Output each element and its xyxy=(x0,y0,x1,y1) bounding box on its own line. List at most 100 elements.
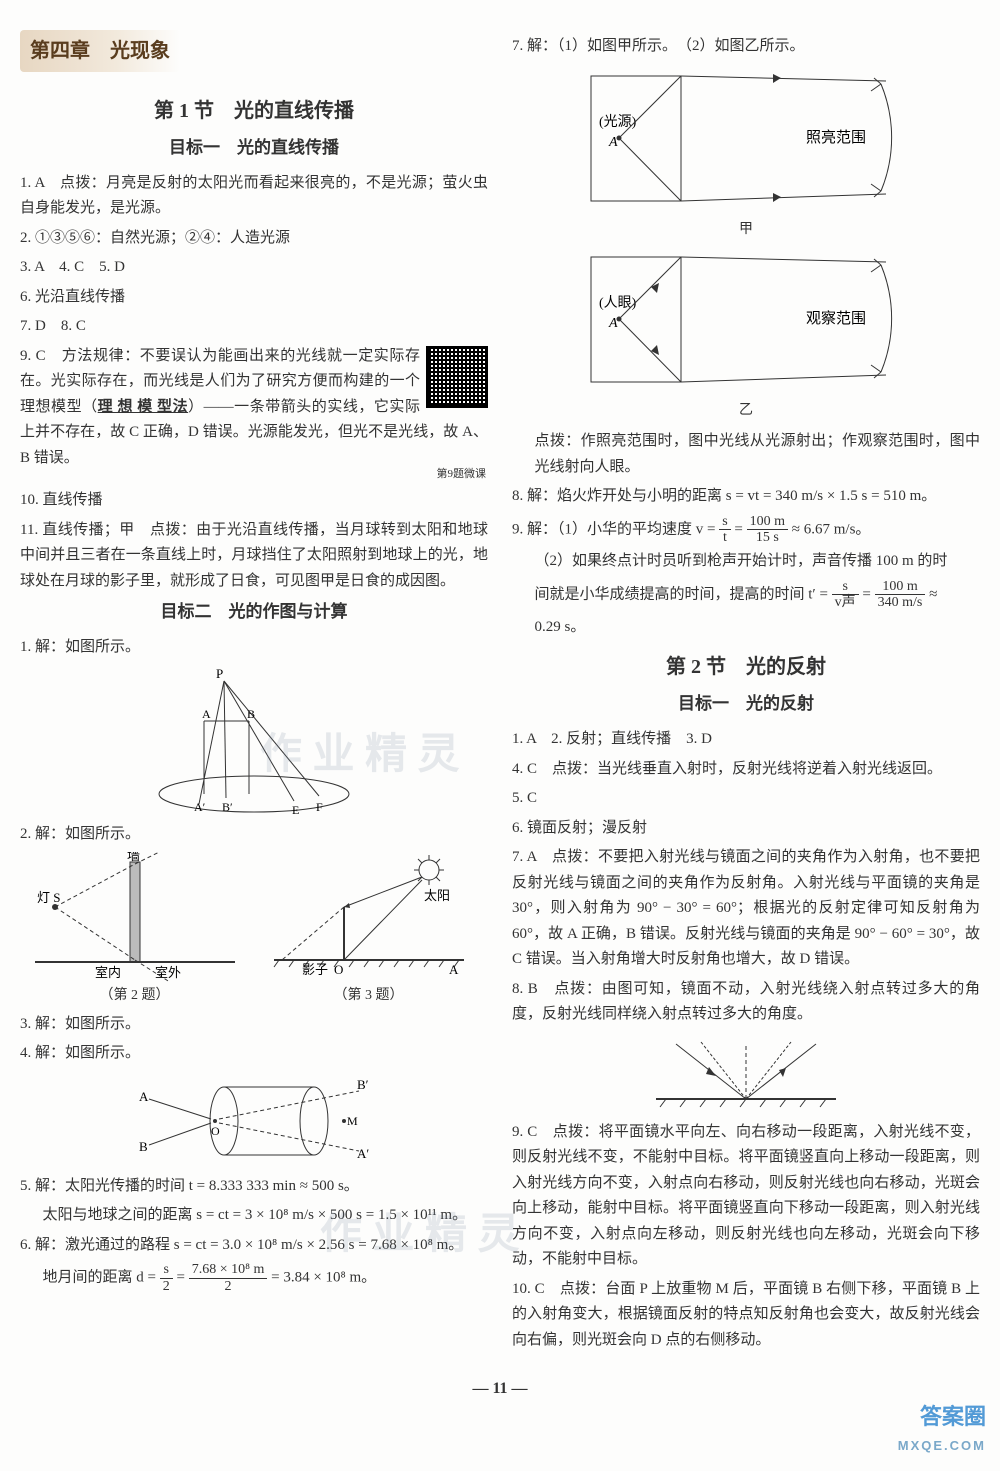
figure-row: 灯 S 墙 室内 室外 （第 2 题） 太阳 xyxy=(20,852,488,1008)
fig-caption: （第 3 题） xyxy=(264,984,474,1008)
answer-item: 间就是小华成绩提高的时间，提高的时间 t′ = sv声 = 100 m340 m… xyxy=(512,579,980,611)
fraction: st xyxy=(719,514,730,546)
figure-g1: P A′ B′ E F A B xyxy=(20,666,488,816)
svg-text:A: A xyxy=(449,962,459,977)
section-title: 第 2 节 光的反射 xyxy=(512,650,980,684)
svg-text:A′: A′ xyxy=(194,800,206,814)
answer-item: 5. 解：太阳光传播的时间 t = 8.333 333 min ≈ 500 s。 xyxy=(20,1174,488,1200)
answer-item: 2. 解：如图所示。 xyxy=(20,822,488,848)
answer-item: 地月间的距离 d = s2 = 7.68 × 10⁸ m2 = 3.84 × 1… xyxy=(20,1262,488,1294)
answer-item: 7. D 8. C xyxy=(20,314,488,340)
left-column: 第四章 光现象 第 1 节 光的直线传播 目标一 光的直线传播 1. A 点拨：… xyxy=(20,30,488,1357)
corner-main: 答案圈 xyxy=(898,1398,986,1435)
svg-text:太阳: 太阳 xyxy=(424,888,450,903)
chapter-title: 第四章 光现象 xyxy=(20,30,180,72)
svg-text:B: B xyxy=(247,707,255,721)
answer-item: 3. 解：如图所示。 xyxy=(20,1012,488,1038)
answer-item: 点拨：作照亮范围时，图中光线从光源射出；作观察范围时，图中光线射向人眼。 xyxy=(512,429,980,480)
svg-text:A: A xyxy=(608,135,618,150)
svg-text:室内: 室内 xyxy=(95,965,121,980)
sub-title: 目标二 光的作图与计算 xyxy=(20,598,488,627)
text: = 3.84 × 10⁸ m。 xyxy=(271,1270,376,1286)
fraction: sv声 xyxy=(832,579,859,611)
text: 理 想 模 型法 xyxy=(98,399,188,415)
answer-item: 1. 解：如图所示。 xyxy=(20,635,488,661)
svg-text:P: P xyxy=(216,666,223,681)
corner-sub: MXQE.COM xyxy=(898,1435,986,1457)
answer-item: 7. 解：（1）如图甲所示。 （2）如图乙所示。 xyxy=(512,34,980,60)
section-title: 第 1 节 光的直线传播 xyxy=(20,94,488,128)
answer-item: 9. C 方法规律：不要误认为能画出来的光线就一定实际存在。光实际存在，而光线是… xyxy=(20,344,488,484)
svg-text:(光源): (光源) xyxy=(599,114,637,130)
figure-7a: (光源) A 照亮范围 甲 xyxy=(512,66,980,242)
page-number: — 11 — xyxy=(20,1375,980,1402)
figure-g4: A B O B′ A′ M xyxy=(20,1073,488,1168)
answer-item: 5. C xyxy=(512,786,980,812)
right-column: 7. 解：（1）如图甲所示。 （2）如图乙所示。 (光源) A 照亮范围 甲 (… xyxy=(512,30,980,1357)
qr-code-icon xyxy=(426,346,488,408)
text: = xyxy=(862,586,874,602)
figure-7b: (人眼) A 观察范围 乙 xyxy=(512,247,980,423)
text: = xyxy=(734,521,746,537)
answer-item: 2. ①③⑤⑥：自然光源；②④：人造光源 xyxy=(20,226,488,252)
svg-text:B: B xyxy=(139,1139,148,1154)
answer-item: 8. 解：焰火炸开处与小明的距离 s = vt = 340 m/s × 1.5 … xyxy=(512,484,980,510)
svg-text:A: A xyxy=(608,316,618,331)
svg-text:M: M xyxy=(347,1114,358,1128)
answer-item: 10. 直线传播 xyxy=(20,488,488,514)
svg-text:墙: 墙 xyxy=(127,852,140,863)
fraction: 100 m340 m/s xyxy=(875,579,926,611)
sub-title: 目标一 光的反射 xyxy=(512,690,980,719)
svg-text:B′: B′ xyxy=(222,800,233,814)
page-columns: 第四章 光现象 第 1 节 光的直线传播 目标一 光的直线传播 1. A 点拨：… xyxy=(20,30,980,1357)
answer-item: 4. C 点拨：当光线垂直入射时，反射光线将逆着入射光线返回。 xyxy=(512,757,980,783)
answer-item: 太阳与地球之间的距离 s = ct = 3 × 10⁸ m/s × 500 s … xyxy=(20,1203,488,1229)
svg-text:灯 S: 灯 S xyxy=(37,890,60,905)
answer-item: 1. A 2. 反射；直线传播 3. D xyxy=(512,727,980,753)
answer-item: 9. C 点拨：将平面镜水平向左、向右移动一段距离，入射光线不变，则反射光线不变… xyxy=(512,1120,980,1273)
svg-text:F: F xyxy=(316,800,323,814)
answer-item: 7. A 点拨：不要把入射光线与镜面之间的夹角作为入射角，也不要把反射光线与镜面… xyxy=(512,845,980,973)
text: ≈ 6.67 m/s。 xyxy=(792,521,871,537)
fraction: 100 m15 s xyxy=(747,514,788,546)
svg-text:E: E xyxy=(292,803,299,816)
answer-item: 4. 解：如图所示。 xyxy=(20,1041,488,1067)
fig-caption: 乙 xyxy=(512,399,980,423)
fig-caption: 甲 xyxy=(512,218,980,242)
answer-item: 8. B 点拨：由图可知，镜面不动，入射光线绕入射点转过多大的角度，反射光线同样… xyxy=(512,977,980,1028)
figure-reflection xyxy=(512,1034,980,1114)
svg-text:室外: 室外 xyxy=(155,965,181,980)
text: ≈ xyxy=(929,586,937,602)
svg-text:O: O xyxy=(334,962,343,977)
text: 间就是小华成绩提高的时间，提高的时间 t′ = xyxy=(535,586,832,602)
svg-text:(人眼): (人眼) xyxy=(599,295,637,311)
answer-item: 10. C 点拨：台面 P 上放重物 M 后，平面镜 B 右侧下移，平面镜 B … xyxy=(512,1277,980,1354)
svg-text:A′: A′ xyxy=(357,1146,369,1161)
answer-item: 6. 镜面反射；漫反射 xyxy=(512,816,980,842)
fig-caption: （第 2 题） xyxy=(35,984,235,1008)
fraction: s2 xyxy=(160,1262,173,1294)
svg-text:B′: B′ xyxy=(357,1077,369,1092)
svg-text:A: A xyxy=(202,707,211,721)
fraction: 7.68 × 10⁸ m2 xyxy=(189,1262,268,1294)
answer-item: 0.29 s。 xyxy=(512,615,980,641)
qr-caption: 第9题微课 xyxy=(20,465,486,484)
svg-text:A: A xyxy=(139,1089,149,1104)
corner-watermark: 答案圈 MXQE.COM xyxy=(898,1398,986,1457)
text: = xyxy=(176,1270,188,1286)
sub-title: 目标一 光的直线传播 xyxy=(20,134,488,163)
svg-text:观察范围: 观察范围 xyxy=(806,309,866,327)
answer-item: 3. A 4. C 5. D xyxy=(20,255,488,281)
figure-g3: 太阳 O 影子 A （第 3 题） xyxy=(264,852,474,1008)
figure-g2: 灯 S 墙 室内 室外 （第 2 题） xyxy=(35,852,235,1008)
answer-item: 1. A 点拨：月亮是反射的太阳光而看起来很亮的，不是光源；萤火虫自身能发光，是… xyxy=(20,171,488,222)
svg-text:O: O xyxy=(211,1124,220,1138)
answer-item: 6. 解：激光通过的路程 s = ct = 3.0 × 10⁸ m/s × 2.… xyxy=(20,1233,488,1259)
answer-item: 9. 解：（1）小华的平均速度 v = st = 100 m15 s ≈ 6.6… xyxy=(512,514,980,546)
svg-text:照亮范围: 照亮范围 xyxy=(806,129,866,146)
answer-item: 6. 光沿直线传播 xyxy=(20,285,488,311)
svg-text:影子: 影子 xyxy=(302,962,328,977)
answer-item: 11. 直线传播；甲 点拨：由于光沿直线传播，当月球转到太阳和地球中间并且三者在… xyxy=(20,518,488,595)
text: 地月间的距离 d = xyxy=(43,1270,160,1286)
text: 9. 解：（1）小华的平均速度 v = xyxy=(512,521,719,537)
